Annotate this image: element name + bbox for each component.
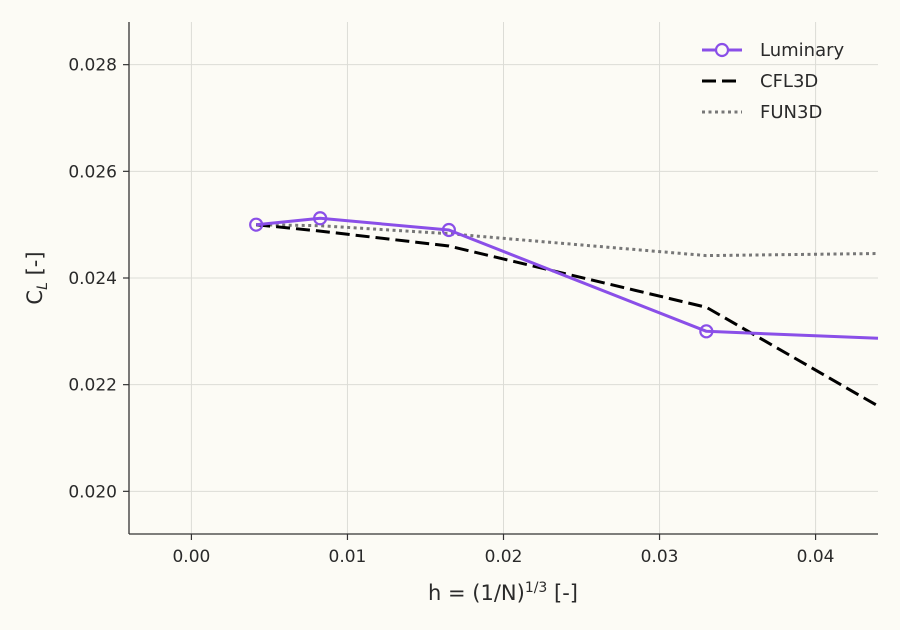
luminary-data-point <box>699 324 714 339</box>
luminary-data-point <box>313 211 328 226</box>
grid <box>129 22 878 534</box>
x-tick-label: 0.02 <box>485 547 523 567</box>
luminary-data-point <box>441 222 456 238</box>
legend-label-cfl3d: CFL3D <box>760 71 818 92</box>
luminary-series-line <box>256 216 879 340</box>
legend: Luminary CFL3D FUN3D <box>702 40 844 123</box>
y-axis-label: CL [-] <box>23 251 51 304</box>
legend-marker-luminary <box>714 42 730 58</box>
y-tick-label: 0.026 <box>68 162 117 182</box>
y-tick-label: 0.028 <box>68 56 117 76</box>
y-tick-label: 0.022 <box>68 376 117 396</box>
x-tick-label: 0.01 <box>329 547 367 567</box>
y-tick-label: 0.020 <box>68 482 117 502</box>
legend-label-luminary: Luminary <box>760 40 844 61</box>
x-tick-label: 0.04 <box>797 547 835 567</box>
x-tick-label: 0.00 <box>172 547 210 567</box>
fun3d-series-line <box>256 223 879 258</box>
y-tick-label: 0.024 <box>68 269 117 289</box>
x-tick-label: 0.03 <box>641 547 679 567</box>
y-ticks: 0.020 0.022 0.024 0.026 0.028 <box>68 56 129 502</box>
x-axis-label: h = (1/N)1/3 [-] <box>428 580 578 605</box>
cfl3d-series-line <box>256 223 879 408</box>
luminary-data-point <box>249 217 264 232</box>
series-layer <box>249 211 879 408</box>
legend-label-fun3d: FUN3D <box>760 102 822 123</box>
x-ticks: 0.00 0.01 0.02 0.03 0.04 <box>172 534 835 567</box>
